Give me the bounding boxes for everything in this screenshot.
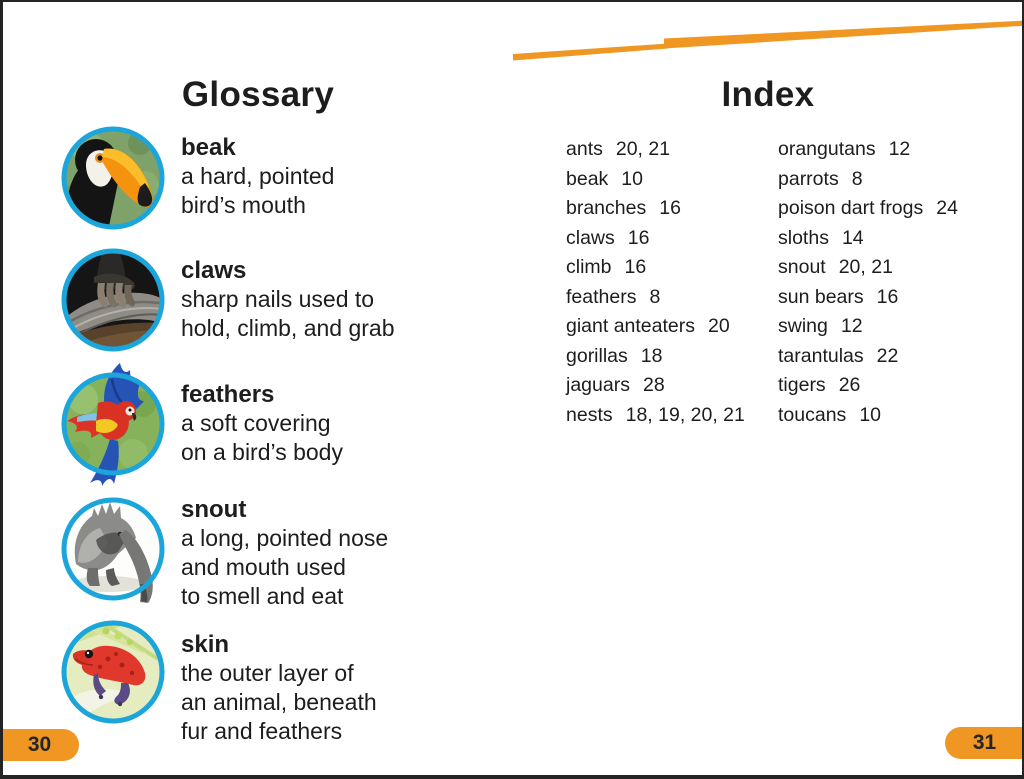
glossary-entry-skin: skin the outer layer of an animal, benea… bbox=[181, 630, 377, 746]
glossary-definition-line: fur and feathers bbox=[181, 718, 343, 744]
glossary-entry-claws: claws sharp nails used to hold, climb, a… bbox=[181, 256, 395, 343]
index-term: beak bbox=[566, 167, 609, 190]
index-entry: giant anteaters 20 bbox=[566, 312, 745, 342]
index-page-numbers: 12 bbox=[840, 315, 863, 337]
index-page-numbers: 16 bbox=[659, 197, 681, 219]
index-entry: sun bears 16 bbox=[778, 283, 958, 313]
index-entry: claws 16 bbox=[566, 224, 745, 254]
sloth-claws-photo bbox=[61, 248, 165, 352]
index-entry: tigers 26 bbox=[778, 371, 958, 401]
index-page-numbers: 20, 21 bbox=[838, 256, 893, 278]
index-page-numbers: 18, 19, 20, 21 bbox=[625, 403, 745, 426]
index-page-numbers: 26 bbox=[838, 374, 861, 396]
index-term: tigers bbox=[778, 374, 826, 396]
glossary-entry-snout: snout a long, pointed nose and mouth use… bbox=[181, 495, 388, 611]
index-page-numbers: 28 bbox=[642, 374, 665, 396]
index-entry: snout 20, 21 bbox=[778, 253, 958, 283]
index-entry: climb 16 bbox=[566, 253, 745, 283]
index-entry: branches 16 bbox=[566, 194, 745, 224]
index-term: gorillas bbox=[566, 344, 628, 367]
index-term: sun bears bbox=[778, 285, 864, 308]
index-page-numbers: 10 bbox=[621, 167, 643, 190]
index-entry: toucans 10 bbox=[778, 401, 958, 431]
index-term: nests bbox=[566, 403, 613, 426]
macaw-feathers-photo bbox=[61, 363, 165, 486]
glossary-definition-line: sharp nails used to bbox=[181, 286, 375, 312]
index-page-numbers: 16 bbox=[876, 285, 899, 308]
index-term: swing bbox=[778, 315, 828, 337]
index-title: Index bbox=[721, 75, 815, 115]
index-entry: poison dart frogs 24 bbox=[778, 194, 958, 224]
glossary-definition-line: hold, climb, and grab bbox=[181, 315, 395, 341]
glossary-term: beak bbox=[181, 134, 236, 161]
glossary-definition-line: and mouth used bbox=[181, 554, 346, 580]
index-page-numbers: 8 bbox=[649, 285, 661, 308]
index-entry: nests 18, 19, 20, 21 bbox=[566, 401, 745, 431]
index-term: claws bbox=[566, 226, 615, 249]
index-term: ants bbox=[566, 138, 603, 160]
index-page-numbers: 12 bbox=[888, 138, 911, 160]
glossary-definition-line: a hard, pointed bbox=[181, 163, 335, 189]
index-entry: parrots 8 bbox=[778, 165, 958, 195]
index-entry: swing 12 bbox=[778, 312, 958, 342]
index-page-numbers: 20, 21 bbox=[615, 138, 671, 160]
index-page-numbers: 14 bbox=[841, 226, 864, 249]
index-term: tarantulas bbox=[778, 344, 864, 367]
index-page-numbers: 8 bbox=[851, 167, 863, 190]
index-page-numbers: 20 bbox=[708, 315, 730, 337]
glossary-definition-line: an animal, beneath bbox=[181, 689, 377, 715]
glossary-title: Glossary bbox=[181, 75, 335, 115]
index-entry: jaguars 28 bbox=[566, 371, 745, 401]
index-entry: ants 20, 21 bbox=[566, 135, 745, 165]
toucan-beak-photo bbox=[61, 126, 165, 230]
anteater-snout-photo bbox=[61, 497, 165, 603]
index-entry: beak 10 bbox=[566, 165, 745, 195]
glossary-entry-feathers: feathers a soft covering on a bird’s bod… bbox=[181, 380, 343, 467]
index-page-numbers: 16 bbox=[624, 256, 647, 278]
index-column-1: ants 20, 21 beak 10 branches 16 claws 16 cli… bbox=[566, 135, 745, 430]
glossary-term: claws bbox=[181, 257, 247, 284]
page-number-badge-right: 31 bbox=[945, 727, 1022, 759]
index-term: climb bbox=[566, 256, 612, 278]
index-term: jaguars bbox=[566, 374, 630, 396]
glossary-definition-line: to smell and eat bbox=[181, 583, 344, 609]
index-term: branches bbox=[566, 197, 647, 219]
index-term: snout bbox=[778, 256, 826, 278]
index-term: giant anteaters bbox=[566, 315, 696, 337]
index-entry: feathers 8 bbox=[566, 283, 745, 313]
index-column-2: orangutans 12 parrots 8 poison dart frogs 2… bbox=[778, 135, 958, 430]
index-term: poison dart frogs bbox=[778, 197, 924, 219]
glossary-definition-line: bird’s mouth bbox=[181, 192, 306, 218]
index-page-numbers: 18 bbox=[640, 344, 663, 367]
index-term: orangutans bbox=[778, 138, 876, 160]
glossary-definition-line: the outer layer of bbox=[181, 660, 354, 686]
index-term: sloths bbox=[778, 226, 829, 249]
index-term: feathers bbox=[566, 285, 637, 308]
glossary-term: feathers bbox=[181, 381, 275, 408]
index-term: parrots bbox=[778, 167, 839, 190]
glossary-definition-line: a soft covering bbox=[181, 410, 331, 436]
glossary-definition-line: a long, pointed nose bbox=[181, 525, 389, 551]
page-number-badge-left: 30 bbox=[3, 729, 79, 761]
index-entry: orangutans 12 bbox=[778, 135, 958, 165]
index-term: toucans bbox=[778, 403, 847, 426]
index-entry: tarantulas 22 bbox=[778, 342, 958, 372]
glossary-entry-beak: beak a hard, pointed bird’s mouth bbox=[181, 133, 334, 220]
glossary-term: snout bbox=[181, 496, 247, 523]
glossary-definition-line: on a bird’s body bbox=[181, 439, 343, 465]
orange-swoosh-decoration bbox=[513, 20, 1022, 61]
index-page-numbers: 22 bbox=[876, 344, 899, 367]
index-page-numbers: 16 bbox=[627, 226, 650, 249]
poison-dart-frog-photo bbox=[61, 620, 165, 724]
index-entry: gorillas 18 bbox=[566, 342, 745, 372]
glossary-term: skin bbox=[181, 631, 230, 658]
index-page-numbers: 24 bbox=[936, 197, 958, 219]
index-page-numbers: 10 bbox=[859, 403, 882, 426]
index-entry: sloths 14 bbox=[778, 224, 958, 254]
